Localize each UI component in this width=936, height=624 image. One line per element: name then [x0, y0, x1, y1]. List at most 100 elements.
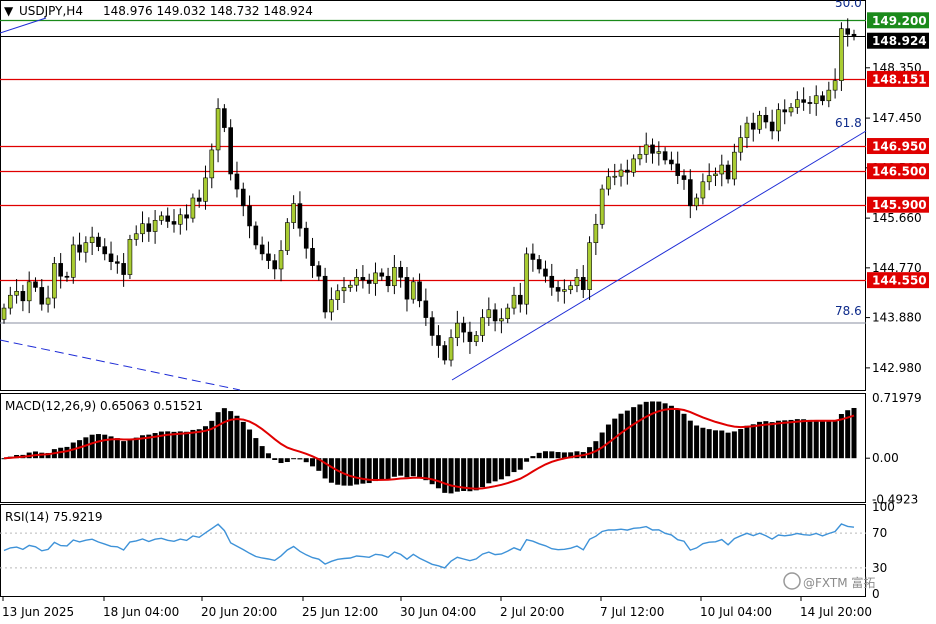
macd-bar — [202, 426, 208, 459]
macd-bar — [265, 453, 271, 459]
upper-channel-line[interactable] — [0, 17, 47, 34]
macd-bar — [561, 452, 567, 459]
macd-indicator — [1, 401, 857, 494]
macd-bar — [725, 432, 731, 459]
macd-bar — [165, 431, 171, 459]
candle-body — [599, 188, 605, 225]
candle-body — [410, 281, 416, 300]
candle-body — [259, 244, 265, 255]
candle-body — [140, 223, 145, 235]
fib-label-2: 78.6 — [835, 304, 862, 318]
macd-bar — [341, 458, 347, 486]
candle-body — [373, 272, 378, 284]
macd-bar — [385, 458, 391, 480]
header-triangle-icon[interactable]: ▼ — [4, 4, 14, 18]
price-tick-label: 145.660 — [872, 211, 922, 225]
macd-bar — [694, 425, 700, 459]
candle-body — [851, 33, 857, 37]
candle-body — [725, 164, 731, 180]
macd-bar — [511, 458, 517, 473]
macd-bar — [221, 408, 227, 459]
macd-bar — [700, 427, 706, 459]
time-tick-label: 14 Jul 20:00 — [800, 605, 872, 619]
candle-body — [26, 281, 32, 302]
macd-bar — [114, 438, 120, 459]
candle-body — [788, 107, 794, 113]
rsi-tick-label: 70 — [872, 526, 887, 540]
candle-body — [240, 188, 246, 207]
candle-body — [77, 244, 82, 253]
watermark: @FXTM 富拓 — [783, 572, 875, 590]
candle-body — [750, 122, 756, 130]
macd-bar — [372, 458, 378, 482]
candle-body — [662, 151, 668, 161]
macd-bar — [801, 419, 807, 459]
candle-body — [108, 253, 114, 263]
macd-bar — [278, 458, 284, 464]
level-tag-label: 146.500 — [872, 165, 927, 179]
level-tag-label: 146.950 — [872, 140, 927, 154]
macd-bar — [524, 458, 530, 462]
macd-bar — [133, 437, 139, 459]
candle-body — [45, 297, 51, 305]
candle-body — [215, 108, 221, 151]
candle-body — [291, 203, 296, 223]
candle-body — [379, 272, 385, 277]
macd-bar — [731, 431, 737, 459]
macd-bar — [461, 458, 467, 491]
dashed-channel-line[interactable] — [0, 339, 241, 391]
candle-body — [33, 281, 38, 288]
candle-body — [203, 177, 208, 202]
candle-body — [436, 335, 441, 346]
macd-bar — [618, 413, 624, 459]
time-tick-label: 25 Jun 12:00 — [302, 605, 378, 619]
current-price-tag-bg — [867, 32, 929, 49]
macd-bar — [366, 458, 372, 484]
candle-body — [404, 277, 410, 300]
candle-body — [524, 253, 529, 305]
macd-bar — [757, 421, 763, 459]
candle-body — [713, 173, 718, 176]
candle-body — [398, 266, 403, 278]
candle-body — [480, 317, 485, 336]
candle-body — [423, 300, 429, 318]
candle-body — [329, 299, 334, 313]
candle-body — [486, 309, 492, 318]
macd-bar — [599, 432, 605, 459]
macd-bar — [813, 419, 819, 459]
candle-body — [618, 169, 624, 177]
candle-body — [675, 163, 681, 176]
macd-bar — [45, 452, 51, 459]
candle-body — [354, 277, 359, 286]
rsi-tick-label: 30 — [872, 561, 887, 575]
macd-bar — [498, 458, 504, 480]
rsi-indicator — [0, 523, 866, 569]
level-tag-bg — [867, 138, 929, 155]
candle-body — [127, 239, 133, 275]
macd-bar — [190, 429, 196, 459]
candle-body — [417, 281, 422, 302]
macd-bar — [322, 458, 328, 479]
macd-bar — [788, 419, 794, 459]
candle-body — [732, 151, 737, 180]
macd-bar — [303, 458, 309, 463]
candle-body — [196, 197, 202, 202]
candle-body — [637, 154, 643, 160]
candle-body — [549, 275, 555, 288]
candle-body — [587, 242, 592, 290]
macd-bar — [738, 429, 744, 459]
candle-body — [392, 266, 397, 287]
macd-bar — [64, 446, 70, 459]
candle-body — [763, 114, 769, 123]
macd-bar — [146, 434, 152, 459]
candle-body — [543, 268, 548, 277]
macd-bar — [517, 458, 523, 470]
price-tick-label: 142.980 — [872, 361, 922, 375]
rising-trend-line[interactable] — [451, 130, 867, 381]
candle-body — [96, 236, 101, 247]
macd-bar — [360, 458, 366, 484]
candle-body — [580, 277, 586, 290]
macd-bar — [158, 431, 164, 459]
candle-body — [14, 291, 19, 296]
